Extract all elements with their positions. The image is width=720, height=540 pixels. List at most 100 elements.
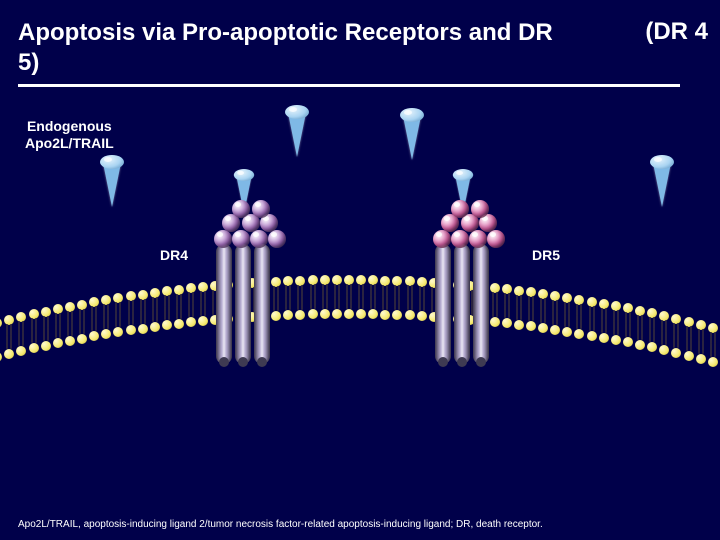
lipid-tail [394, 296, 396, 310]
lipid-tail [613, 321, 615, 335]
receptor-domain-sphere [242, 214, 260, 232]
lipid-tail [637, 326, 639, 340]
lipid-tail [103, 304, 105, 318]
lipid-head [41, 341, 51, 351]
lipid-tail [31, 329, 33, 343]
lipid-head [453, 280, 463, 290]
lipid-tail [508, 293, 510, 307]
lipid-tail [334, 295, 336, 309]
lipid-head [623, 303, 633, 313]
lipid-head [101, 295, 111, 305]
lipid-head [684, 317, 694, 327]
lipid-head [0, 352, 2, 362]
lipid-tail [710, 332, 712, 346]
lipid-tail [714, 343, 716, 357]
lipid-tail [423, 286, 425, 300]
lipid-tail [314, 295, 316, 309]
lipid-tail [617, 310, 619, 324]
lipid-head [356, 275, 366, 285]
lipid-head [429, 278, 439, 288]
lipid-tail [710, 343, 712, 357]
lipid-head [465, 315, 475, 325]
lipid-head [247, 278, 257, 288]
lipid-tail [180, 305, 182, 319]
lipid-tail [677, 334, 679, 348]
dr5-receptor [417, 200, 507, 370]
lipid-tail [55, 324, 57, 338]
lipid-tail [435, 298, 437, 312]
lipid-tail [176, 305, 178, 319]
lipid-tail [455, 300, 457, 314]
receptor-domain-sphere [479, 214, 497, 232]
lipid-tail [625, 312, 627, 326]
lipid-tail [265, 297, 267, 311]
lipid-tail [176, 294, 178, 308]
lipid-head [29, 309, 39, 319]
lipid-tail [289, 296, 291, 310]
trail-ligand [285, 105, 309, 159]
lipid-tail [241, 299, 243, 313]
lipid-head [708, 323, 718, 333]
lipid-tail [665, 320, 667, 334]
lipid-tail [253, 298, 255, 312]
lipid-tail [79, 309, 81, 323]
lipid-tail [629, 323, 631, 337]
lipid-tail [59, 313, 61, 327]
receptor-domain-sphere [268, 230, 286, 248]
trail-ligand [453, 169, 473, 215]
lipid-head [647, 308, 657, 318]
lipid-tail [204, 291, 206, 305]
lipid-tail [637, 315, 639, 329]
lipid-tail [641, 326, 643, 340]
lipid-tail [496, 292, 498, 306]
lipid-head [162, 320, 172, 330]
trail-ligand [100, 155, 124, 209]
lipid-tail [649, 328, 651, 342]
dr5-label: DR5 [532, 247, 560, 263]
receptor-domain-sphere [232, 230, 250, 248]
lipid-head [587, 297, 597, 307]
lipid-head [562, 327, 572, 337]
lipid-tail [140, 310, 142, 324]
lipid-tail [188, 292, 190, 306]
lipid-tail [407, 296, 409, 310]
lipid-head [77, 300, 87, 310]
lipid-head [392, 310, 402, 320]
lipid-head [417, 311, 427, 321]
lipid-head [259, 311, 269, 321]
lipid-tail [273, 286, 275, 300]
lipid-tail [516, 295, 518, 309]
lipid-tail [528, 296, 530, 310]
lipid-tail [483, 291, 485, 305]
lipid-head [708, 357, 718, 367]
lipid-head [247, 312, 257, 322]
lipid-tail [544, 298, 546, 312]
lipid-tail [297, 285, 299, 299]
lipid-tail [301, 296, 303, 310]
lipid-tail [338, 284, 340, 298]
lipid-tail [241, 288, 243, 302]
receptor-stalk [254, 244, 270, 364]
lipid-tail [22, 332, 24, 346]
receptor-stalk [235, 244, 251, 364]
lipid-tail [265, 286, 267, 300]
lipid-tail [690, 326, 692, 340]
lipid-head [574, 329, 584, 339]
lipid-tail [79, 320, 81, 334]
lipid-tail [10, 335, 12, 349]
lipid-tail [47, 316, 49, 330]
receptor-domain-sphere [214, 230, 232, 248]
lipid-tail [431, 287, 433, 301]
trail-ligand [234, 169, 254, 215]
lipid-tail [31, 318, 33, 332]
lipid-tail [229, 289, 231, 303]
lipid-tail [556, 311, 558, 325]
receptor-stalk [435, 244, 451, 364]
lipid-tail [568, 313, 570, 327]
lipid-tail [540, 298, 542, 312]
lipid-head [150, 322, 160, 332]
receptor-domain-sphere [252, 200, 270, 218]
lipid-tail [212, 290, 214, 304]
lipid-tail [128, 311, 130, 325]
lipid-tail [301, 285, 303, 299]
